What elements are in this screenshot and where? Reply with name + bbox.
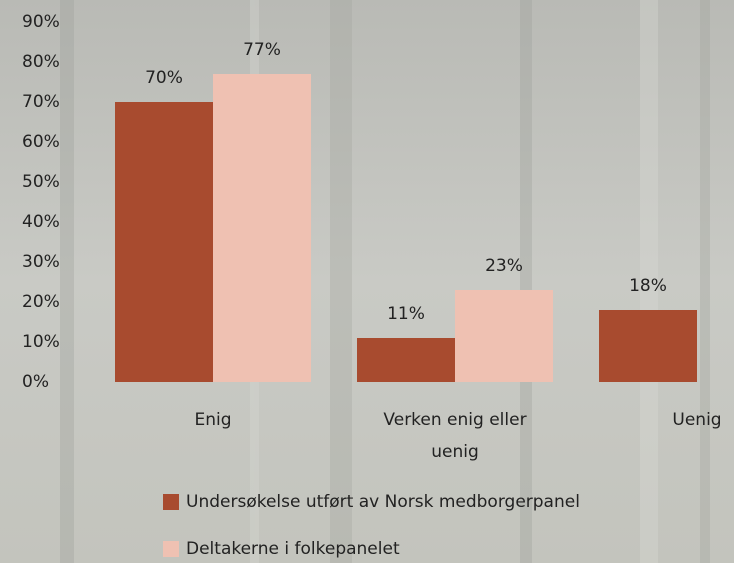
y-tick-label: 20%: [22, 292, 60, 312]
y-tick-label: 80%: [22, 52, 60, 72]
y-tick-label: 30%: [22, 252, 60, 272]
legend-label: Undersøkelse utført av Norsk medborgerpa…: [186, 492, 580, 512]
value-label: 11%: [387, 304, 425, 324]
y-tick-label: 60%: [22, 132, 60, 152]
bar: [115, 102, 213, 382]
value-label: 77%: [243, 40, 281, 60]
x-tick-label: Enig: [194, 410, 231, 430]
legend-swatch: [163, 494, 179, 510]
x-tick-label: Uenig: [672, 410, 721, 430]
y-tick-label: 90%: [22, 12, 60, 32]
y-tick-label: 0%: [22, 372, 49, 392]
bar: [455, 290, 553, 382]
y-tick-label: 10%: [22, 332, 60, 352]
value-label: 18%: [629, 276, 667, 296]
legend-label: Deltakerne i folkepanelet: [186, 539, 400, 559]
value-label: 23%: [485, 256, 523, 276]
x-tick-label: Verken enig eller uenig: [383, 410, 526, 462]
bar: [599, 310, 697, 382]
value-label: 70%: [145, 68, 183, 88]
y-tick-label: 50%: [22, 172, 60, 192]
bar: [213, 74, 311, 382]
y-tick-label: 40%: [22, 212, 60, 232]
bar: [357, 338, 455, 382]
y-tick-label: 70%: [22, 92, 60, 112]
legend-swatch: [163, 541, 179, 557]
